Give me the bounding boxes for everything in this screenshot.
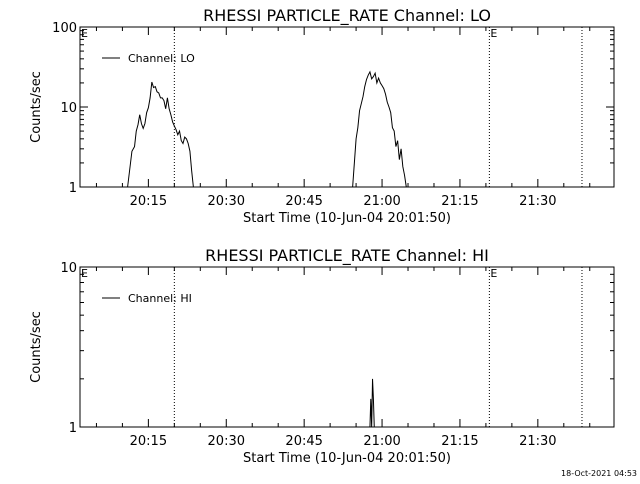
y-tick-label: 1 — [69, 421, 77, 436]
x-tick-label: 21:15 — [441, 194, 478, 209]
x-tick-label: 21:30 — [519, 194, 556, 209]
event-marker-label: E — [81, 27, 88, 40]
x-tick-label: 21:30 — [519, 434, 556, 449]
chart-title: RHESSI PARTICLE_RATE Channel: HI — [205, 246, 489, 266]
legend-label: Channel: HI — [128, 292, 192, 305]
x-tick-label: 20:15 — [130, 434, 167, 449]
x-tick-label: 20:15 — [130, 194, 167, 209]
y-axis-label: Counts/sec — [29, 71, 44, 143]
x-tick-label: 20:30 — [208, 434, 245, 449]
event-marker-label: E — [81, 267, 88, 280]
x-tick-label: 20:30 — [208, 194, 245, 209]
y-tick-label: 1 — [69, 181, 77, 196]
plot-frame — [79, 266, 615, 428]
y-tick-label: 10 — [60, 101, 77, 116]
x-tick-label: 21:00 — [363, 434, 400, 449]
x-tick-label: 20:45 — [285, 434, 322, 449]
series-line — [127, 81, 194, 188]
y-axis-label: Counts/sec — [29, 311, 44, 383]
x-tick-label: 20:45 — [285, 194, 322, 209]
y-tick-label: 10 — [60, 261, 77, 276]
series-line — [369, 378, 375, 428]
x-tick-label: 21:00 — [363, 194, 400, 209]
footer-timestamp: 18-Oct-2021 04:53 — [561, 469, 637, 478]
x-tick-label: 21:15 — [441, 434, 478, 449]
event-marker-label: E — [490, 27, 497, 40]
chart-title: RHESSI PARTICLE_RATE Channel: LO — [203, 6, 491, 26]
x-axis-label: Start Time (10-Jun-04 20:01:50) — [243, 211, 451, 226]
legend-label: Channel: LO — [128, 52, 195, 65]
event-marker-label: E — [490, 267, 497, 280]
y-tick-label: 100 — [52, 21, 77, 36]
series-line — [352, 70, 407, 188]
x-axis-label: Start Time (10-Jun-04 20:01:50) — [243, 451, 451, 466]
